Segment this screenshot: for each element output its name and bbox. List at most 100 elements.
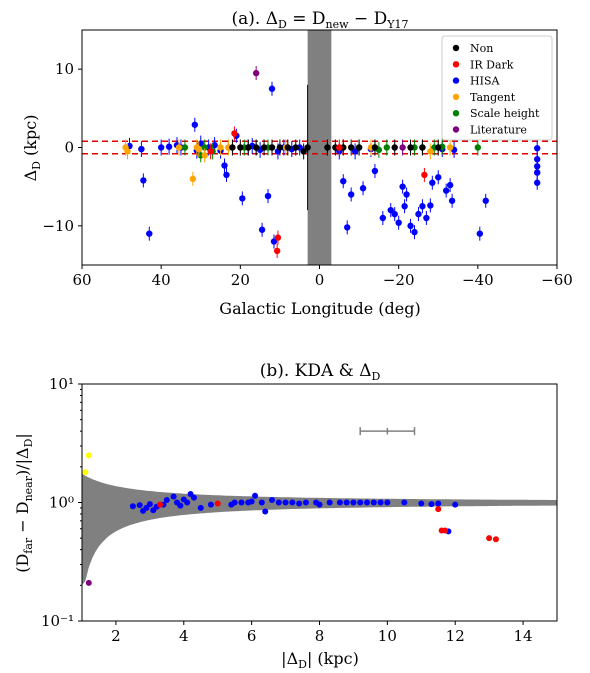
data-point — [282, 499, 289, 506]
data-point — [419, 203, 426, 210]
data-point — [229, 144, 236, 151]
data-point — [146, 230, 153, 237]
x-tick-label: 60 — [72, 271, 91, 289]
data-point — [296, 500, 303, 507]
data-point — [316, 501, 323, 508]
data-point — [270, 238, 278, 245]
data-point — [442, 187, 450, 194]
data-point — [419, 144, 426, 151]
data-point — [276, 144, 284, 151]
legend-marker — [452, 77, 460, 84]
data-point — [214, 500, 221, 507]
data-point — [324, 144, 331, 151]
data-point — [217, 144, 224, 151]
data-point — [486, 535, 493, 542]
x-tick-label: 0 — [315, 271, 325, 289]
data-point — [421, 171, 428, 179]
legend-marker — [452, 110, 460, 117]
data-point — [452, 501, 459, 508]
legend-label: Literature — [470, 124, 527, 137]
data-point — [391, 210, 398, 218]
data-point — [85, 579, 92, 586]
data-point — [252, 144, 260, 151]
data-point — [175, 144, 183, 151]
data-point — [289, 499, 296, 506]
data-point — [268, 144, 276, 151]
x-tick-label: −40 — [462, 271, 494, 289]
data-point — [264, 192, 272, 200]
panel-b-xlabel: |ΔD| (kpc) — [281, 649, 359, 671]
panel-a: 60 40 20 0 −20 −40 −60 −10 0 10 (a). ΔD = Dnew − … — [21, 9, 573, 318]
data-point — [534, 156, 541, 163]
shaded-band — [307, 30, 332, 265]
legend-marker — [452, 93, 460, 101]
y-tick-label: 10⁻¹ — [41, 612, 74, 630]
y-tick-label: 10 — [55, 60, 74, 78]
data-point — [221, 162, 228, 169]
uncertainty-envelope — [82, 473, 557, 586]
data-point — [446, 144, 454, 151]
data-point — [181, 144, 189, 151]
data-point — [350, 499, 357, 506]
data-point — [165, 143, 173, 150]
data-point — [326, 499, 333, 506]
panel-a-title: (a). ΔD = Dnew − DY17 — [232, 9, 409, 31]
data-point — [355, 144, 363, 151]
data-point — [292, 144, 299, 151]
data-point — [275, 499, 282, 506]
data-point — [140, 177, 147, 184]
x-tick-label: 4 — [179, 627, 189, 645]
data-point — [252, 492, 259, 499]
data-point — [429, 179, 436, 186]
data-point — [371, 144, 379, 151]
data-point — [124, 148, 131, 155]
legend-marker — [452, 44, 460, 52]
legend-label: IR Dark — [470, 58, 514, 71]
data-point — [223, 171, 230, 179]
data-point — [351, 148, 359, 155]
data-point — [336, 144, 343, 151]
data-point — [379, 214, 387, 222]
legend-label: Tangent — [470, 91, 516, 104]
data-point — [371, 167, 379, 175]
data-point — [201, 152, 208, 159]
data-point — [435, 174, 442, 181]
data-point — [138, 145, 145, 153]
data-point — [435, 500, 442, 507]
data-point — [207, 148, 214, 155]
x-tick-label: 14 — [514, 627, 533, 645]
data-point — [177, 502, 184, 509]
data-point — [195, 145, 202, 153]
data-point — [302, 499, 309, 506]
data-point — [476, 230, 484, 237]
data-point — [157, 501, 164, 508]
data-point — [446, 181, 454, 189]
data-point — [383, 144, 390, 151]
legend-marker — [452, 61, 460, 68]
data-point — [343, 499, 350, 506]
data-point — [260, 144, 268, 151]
panel-b-title: (b). KDA & ΔD — [260, 361, 381, 383]
data-point — [407, 144, 414, 151]
x-tick-label: 12 — [446, 627, 465, 645]
data-point — [482, 197, 489, 204]
data-point — [401, 203, 408, 210]
data-point — [347, 144, 355, 151]
data-point — [492, 536, 499, 543]
data-point — [284, 144, 292, 151]
data-point — [370, 499, 377, 506]
panel-b: 2 4 6 8 10 12 14 10⁻¹ 10⁰ 10¹ (b). KDA & ΔD |ΔD| … — [13, 361, 558, 671]
data-point — [163, 496, 170, 503]
data-point — [157, 144, 165, 151]
data-point — [423, 214, 430, 222]
data-point — [384, 499, 391, 506]
data-point — [201, 144, 208, 151]
x-tick-label: 8 — [315, 627, 325, 645]
data-point — [399, 144, 406, 151]
data-point — [189, 175, 197, 183]
data-point — [170, 493, 177, 500]
data-point — [534, 169, 541, 176]
data-point — [427, 148, 434, 155]
data-point — [534, 179, 541, 186]
